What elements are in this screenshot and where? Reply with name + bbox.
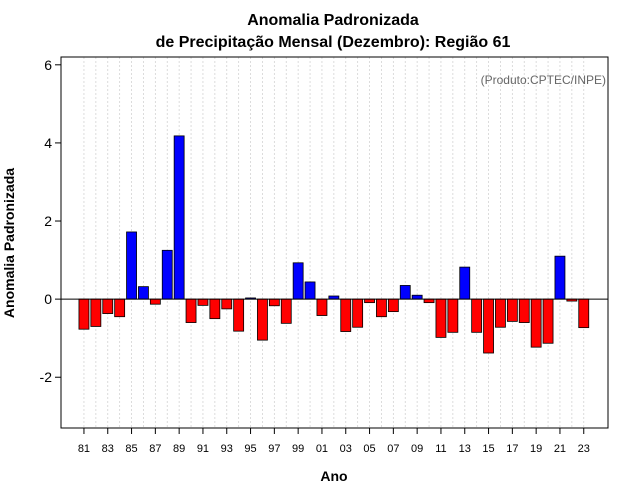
bar-92 <box>209 298 221 320</box>
bar-03 <box>340 298 352 332</box>
x-tick-label: 07 <box>387 443 399 455</box>
bar-94 <box>233 298 245 332</box>
x-tick-label: 11 <box>435 443 446 455</box>
x-tick-label: 13 <box>459 443 471 455</box>
bar-09 <box>411 294 423 300</box>
bar-07 <box>387 298 399 313</box>
bar-15 <box>483 298 494 354</box>
bar-85 <box>126 231 137 300</box>
x-tick-label: 05 <box>363 443 375 455</box>
bar-81 <box>78 298 90 330</box>
bar-17 <box>506 298 518 322</box>
x-tick-label: 85 <box>125 443 137 455</box>
bar-88 <box>161 249 173 300</box>
x-axis: 81 83 85 87 89 91 93 95 97 99 01 03 05 07 09 11 13 15 17 19… <box>78 428 590 455</box>
chart-title-line1: Anomalia Padronizada <box>247 12 419 29</box>
x-tick-label: 97 <box>268 443 280 455</box>
x-tick-label: 89 <box>173 443 185 455</box>
x-tick-label: 95 <box>244 443 256 455</box>
bar-97 <box>268 298 280 307</box>
plot-frame <box>60 56 609 429</box>
bar-91 <box>197 298 209 306</box>
bar-87 <box>149 298 161 305</box>
y-tick-label: 2 <box>44 213 52 229</box>
y-tick-label: 4 <box>44 135 52 151</box>
x-tick-label: 99 <box>292 443 304 455</box>
y-axis: -2 0 2 4 6 <box>40 57 61 385</box>
bar-86 <box>138 286 149 300</box>
chart-title-line2: de Precipitação Mensal (Dezembro): Regiã… <box>156 34 511 51</box>
x-tick-label: 01 <box>316 443 328 455</box>
x-tick-label: 15 <box>482 443 494 455</box>
bar-04 <box>352 298 364 328</box>
x-tick-label: 93 <box>221 443 233 455</box>
bar-23 <box>578 298 590 329</box>
bar-08 <box>399 285 411 300</box>
bar-16 <box>495 298 506 328</box>
bar-01 <box>316 298 328 316</box>
bar-19 <box>530 298 542 348</box>
bar-90 <box>185 298 197 323</box>
x-tick-label: 87 <box>149 443 161 455</box>
bar-99 <box>292 262 304 300</box>
bars <box>78 135 590 354</box>
vertical-gridlines <box>83 57 585 428</box>
x-tick-label: 23 <box>578 443 590 455</box>
bar-93 <box>221 298 233 310</box>
y-tick-label: 6 <box>44 57 52 73</box>
bar-18 <box>518 298 530 323</box>
x-tick-label: 19 <box>530 443 542 455</box>
bar-20 <box>542 298 554 344</box>
bar-12 <box>447 298 459 333</box>
x-tick-label: 17 <box>506 443 518 455</box>
bar-06 <box>376 298 387 318</box>
bar-21 <box>554 255 566 300</box>
bar-83 <box>102 298 114 314</box>
x-axis-label: Ano <box>320 468 347 484</box>
bar-84 <box>114 298 126 318</box>
source-annotation: (Produto:CPTEC/INPE) <box>481 73 606 87</box>
x-tick-label: 91 <box>197 443 209 455</box>
y-axis-label: Anomalia Padronizada <box>1 168 17 318</box>
bar-10 <box>423 298 435 304</box>
y-tick-label: -2 <box>40 369 53 385</box>
x-tick-label: 81 <box>78 443 90 455</box>
x-tick-label: 03 <box>340 443 352 455</box>
bar-05 <box>364 298 375 304</box>
bar-00 <box>304 281 316 300</box>
x-tick-label: 21 <box>554 443 566 455</box>
x-tick-label: 09 <box>411 443 423 455</box>
bar-11 <box>435 298 447 338</box>
bar-13 <box>459 266 471 300</box>
bar-82 <box>90 298 102 327</box>
x-tick-label: 83 <box>102 443 114 455</box>
bar-14 <box>471 298 483 333</box>
bar-89 <box>173 135 185 300</box>
y-tick-label: 0 <box>44 291 52 307</box>
bar-96 <box>257 298 268 341</box>
bar-98 <box>280 298 292 324</box>
